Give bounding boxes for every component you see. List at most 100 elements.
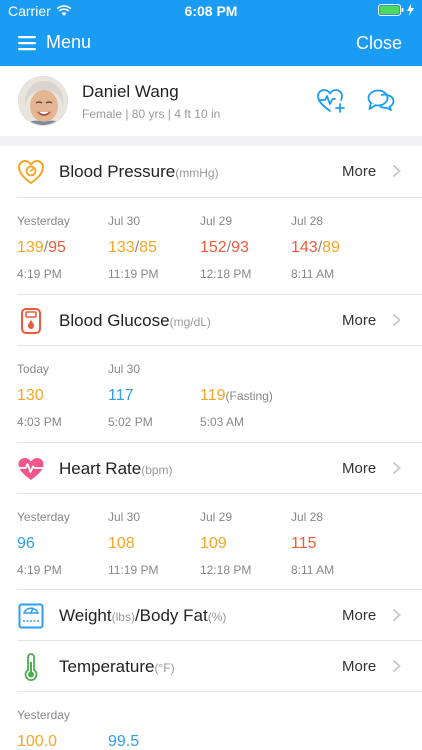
- profile-details: Female | 80 yrs | 4 ft 10 in: [82, 107, 221, 121]
- glucose-meter-icon: [21, 308, 41, 334]
- unit-text: (lbs): [111, 610, 135, 624]
- temperature-value: 99.5: [108, 733, 140, 750]
- add-measurement-button[interactable]: [316, 88, 346, 119]
- reading-value: 130: [17, 387, 117, 405]
- carrier-indicator: Carrier: [8, 3, 72, 19]
- bp-reading: Jul 28 143/89 8:11 AM: [291, 214, 391, 281]
- reading-time: 4:19 PM: [17, 267, 62, 281]
- more-link[interactable]: More: [342, 312, 377, 329]
- divider: [17, 442, 422, 443]
- reading-day: Jul 30: [108, 510, 141, 524]
- reading-value: 143/89: [291, 239, 340, 256]
- heart-pulse-plus-icon: [317, 89, 345, 113]
- more-link[interactable]: More: [342, 460, 377, 477]
- temperature-reading: 99.5: [108, 708, 208, 750]
- heart-rate-reading: Jul 30 108 11:19 PM: [108, 510, 208, 577]
- diastolic-value: 93: [231, 239, 249, 256]
- status-bar: Carrier 6:08 PM: [0, 0, 422, 22]
- more-link[interactable]: More: [342, 658, 377, 675]
- diastolic-value: 89: [322, 239, 340, 256]
- reading-day: Jul 30: [108, 362, 141, 376]
- divider: [17, 345, 422, 346]
- reading-value: 117: [108, 387, 208, 405]
- reading-time: 12:18 PM: [200, 267, 252, 281]
- section-gap: [0, 136, 422, 146]
- reading-day: [200, 362, 340, 376]
- profile-header: Daniel Wang Female | 80 yrs | 4 ft 10 in: [0, 66, 422, 136]
- thermometer-icon: [24, 653, 38, 681]
- more-link[interactable]: More: [342, 607, 377, 624]
- reading-value: 108: [108, 535, 208, 553]
- bpm-value: 115: [291, 535, 317, 552]
- more-link[interactable]: More: [342, 163, 377, 180]
- reading-time: 5:02 PM: [108, 415, 153, 429]
- carrier-label: Carrier: [8, 3, 51, 19]
- blood-pressure-header[interactable]: Blood Pressure(mmHg) More: [0, 146, 422, 196]
- hamburger-icon: [18, 35, 36, 50]
- glucose-value: 117: [108, 387, 134, 404]
- section-title: Heart Rate(bpm): [59, 459, 173, 479]
- avatar-image: [19, 77, 67, 125]
- chevron-right-icon: [392, 608, 401, 622]
- reading-day: Jul 29: [200, 214, 233, 228]
- reading-day: [108, 708, 208, 722]
- title-text: /Body Fat: [134, 606, 208, 625]
- temperature-value: 100.0: [17, 733, 58, 750]
- reading-value: 133/85: [108, 239, 157, 256]
- avatar[interactable]: [18, 76, 68, 126]
- divider: [17, 691, 422, 692]
- reading-time: 5:03 AM: [200, 415, 245, 429]
- unit-text: (bpm): [141, 463, 173, 477]
- diastolic-value: 95: [48, 239, 66, 256]
- reading-day: Jul 30: [108, 214, 141, 228]
- bp-reading: Jul 30 133/85 11:19 PM: [108, 214, 208, 281]
- reading-time: 12:18 PM: [200, 563, 252, 577]
- divider: [17, 640, 422, 641]
- close-button[interactable]: Close: [355, 33, 402, 53]
- section-title: Blood Glucose(mg/dL): [59, 311, 211, 331]
- bpm-value: 108: [108, 535, 135, 552]
- bp-reading: Jul 29 152/93 12:18 PM: [200, 214, 300, 281]
- reading-value: 96: [17, 535, 117, 553]
- title-text: Weight: [59, 606, 112, 625]
- section-title: Temperature(°F): [59, 657, 175, 677]
- glucose-reading: 119(Fasting) 5:03 AM: [200, 362, 340, 429]
- fasting-label: (Fasting): [225, 389, 273, 403]
- divider: [17, 197, 422, 198]
- reading-day: Yesterday: [17, 510, 70, 524]
- blood-glucose-header[interactable]: Blood Glucose(mg/dL) More: [0, 295, 422, 345]
- reading-value: 115: [291, 535, 391, 553]
- bpm-value: 109: [200, 535, 227, 552]
- reading-value: 152/93: [200, 239, 249, 256]
- diastolic-value: 85: [139, 239, 157, 256]
- bpm-value: 96: [17, 535, 35, 552]
- unit-text: (mmHg): [175, 166, 219, 180]
- title-text: Blood Glucose: [59, 311, 170, 330]
- systolic-value: 152: [200, 239, 227, 256]
- reading-day: Jul 29: [200, 510, 233, 524]
- reading-value: 139/95: [17, 239, 66, 256]
- title-text: Heart Rate: [59, 459, 142, 478]
- systolic-value: 133: [108, 239, 135, 256]
- reading-time: 11:19 PM: [108, 563, 159, 577]
- charging-bolt-icon: [407, 4, 414, 16]
- messages-button[interactable]: [367, 88, 395, 117]
- heart-rate-reading: Jul 29 109 12:18 PM: [200, 510, 300, 577]
- menu-button[interactable]: Menu: [18, 32, 91, 53]
- heart-rate-header[interactable]: Heart Rate(bpm) More: [0, 443, 422, 493]
- title-text: Blood Pressure: [59, 162, 176, 181]
- blood-pressure-icon: [17, 159, 45, 185]
- reading-value: 119(Fasting): [200, 387, 340, 405]
- reading-day: Yesterday: [17, 708, 70, 722]
- chevron-right-icon: [392, 461, 401, 475]
- reading-time: 11:19 PM: [108, 267, 159, 281]
- glucose-reading: Today 130 4:03 PM: [17, 362, 117, 429]
- reading-time: 8:11 AM: [291, 563, 335, 577]
- weight-body-fat-header[interactable]: Weight(lbs)/Body Fat(%) More: [0, 590, 422, 640]
- temperature-header[interactable]: Temperature(°F) More: [0, 641, 422, 691]
- systolic-value: 139: [17, 239, 44, 256]
- glucose-value: 119: [200, 387, 226, 404]
- glucose-value: 130: [17, 387, 44, 404]
- reading-day: Yesterday: [17, 214, 70, 228]
- chevron-right-icon: [392, 313, 401, 327]
